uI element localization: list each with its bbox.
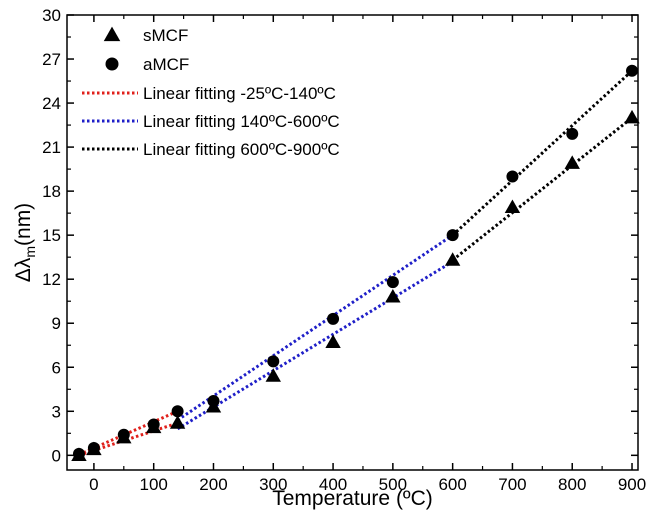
y-tick-label: 6 [52,358,61,377]
data-point-sMCF [444,252,461,266]
data-point-aMCF [446,229,459,242]
x-tick-label: 700 [498,475,526,494]
y-tick-label: 27 [42,50,61,69]
x-tick-label: 900 [618,475,646,494]
data-markers [71,64,640,461]
x-tick-label: 0 [89,475,98,494]
y-tick-label: 12 [42,270,61,289]
data-point-sMCF [624,109,640,124]
data-point-aMCF [72,447,85,460]
data-point-sMCF [504,199,521,213]
data-point-aMCF [117,428,130,441]
x-tick-label: 400 [319,475,347,494]
y-tick-label: 24 [42,94,61,113]
y-tick-label: 30 [42,6,61,25]
fit-line [176,233,454,422]
y-tick-label: 3 [52,402,61,421]
data-point-aMCF [267,355,280,368]
y-axis-title-delta: Δ [12,268,35,282]
data-point-aMCF [506,170,519,183]
x-tick-label: 100 [140,475,168,494]
y-tick-label: 9 [52,314,61,333]
data-point-sMCF [169,415,186,429]
fit-line [451,116,633,262]
data-point-aMCF [171,405,184,418]
y-tick-label: 21 [42,138,61,157]
data-point-sMCF [265,368,281,382]
legend-label-sMCF: sMCF [143,26,188,45]
legend-label-fit: Linear fitting 140ºC-600ºC [143,112,340,131]
plot-frame [66,14,639,471]
legend-label-fit: Linear fitting 600ºC-900ºC [143,140,340,159]
x-tick-label: 300 [259,475,287,494]
data-point-sMCF [564,155,580,169]
y-axis-title-lambda: λ [12,257,35,268]
y-tick-label: 0 [52,446,61,465]
y-tick-label: 15 [42,226,61,245]
legend-label-fit: Linear fitting -25ºC-140ºC [143,84,336,103]
legend-marker-sMCF [103,26,121,42]
x-axis-title: Temperature (ºC) [272,487,433,510]
data-point-sMCF [385,288,401,303]
x-tick-label: 500 [379,475,407,494]
data-point-aMCF [87,441,100,454]
y-axis-title-unit: (nm) [12,203,35,246]
data-point-aMCF [386,276,399,289]
data-point-aMCF [207,395,220,408]
fit-line [176,260,454,431]
y-axis-title: Δλm(nm) [12,203,38,282]
fit-line [451,69,634,237]
data-point-aMCF [626,64,639,77]
y-axis-title-subscript: m [22,246,38,258]
data-point-sMCF [325,334,341,348]
data-point-aMCF [147,418,160,431]
x-tick-label: 200 [199,475,227,494]
legend-marker-aMCF [105,57,119,71]
data-point-aMCF [327,312,340,325]
x-tick-label: 600 [438,475,466,494]
data-point-aMCF [566,127,579,140]
x-tick-label: 800 [558,475,586,494]
axis-ticks: 0 100 200 300 400 500 600 700 800 900 0 3 6 9 12 15 18 21… [42,6,646,494]
y-tick-label: 18 [42,182,61,201]
legend-label-aMCF: aMCF [143,55,189,74]
legend: sMCF aMCF Linear fitting -25ºC-140ºC Linear… [82,26,340,159]
